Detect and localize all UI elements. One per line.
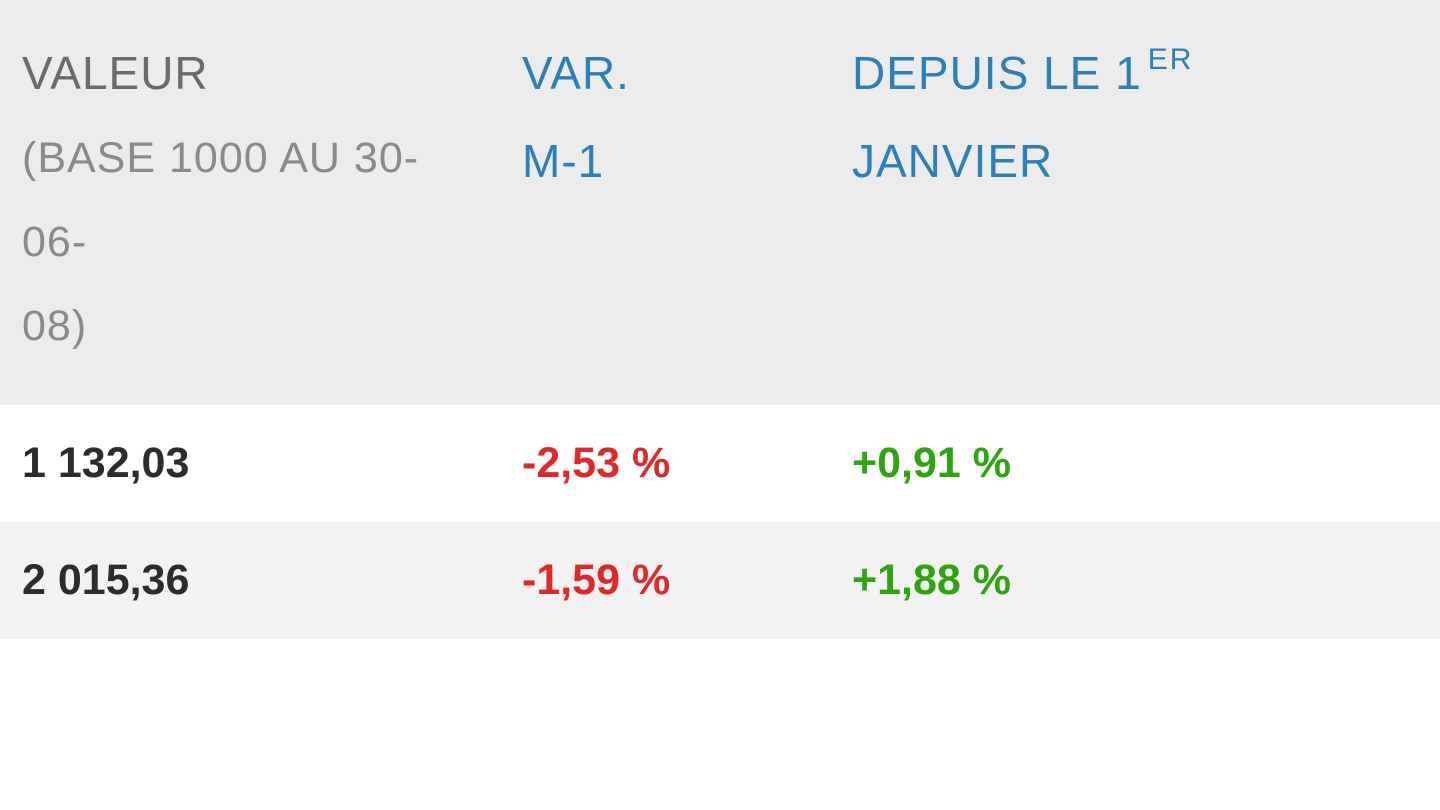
cell-var: -1,59 % bbox=[500, 522, 830, 639]
data-table: VALEUR (BASE 1000 AU 30-06- 08) VAR. M-1… bbox=[0, 0, 1440, 639]
cell-valeur: 2 015,36 bbox=[0, 522, 500, 639]
header-valeur-line2: (BASE 1000 AU 30-06- bbox=[22, 117, 478, 285]
header-depuis-line1: DEPUIS LE 1ER bbox=[852, 30, 1418, 117]
financial-table: VALEUR (BASE 1000 AU 30-06- 08) VAR. M-1… bbox=[0, 0, 1440, 639]
header-var-line1: VAR. bbox=[522, 30, 808, 117]
header-valeur: VALEUR (BASE 1000 AU 30-06- 08) bbox=[0, 0, 500, 405]
header-depuis: DEPUIS LE 1ER JANVIER bbox=[830, 0, 1440, 405]
header-depuis-line2: JANVIER bbox=[852, 117, 1418, 207]
header-var-line2: M-1 bbox=[522, 117, 808, 207]
header-depuis-prefix: DEPUIS LE 1 bbox=[852, 47, 1142, 99]
header-depuis-spacer bbox=[852, 207, 1418, 297]
cell-depuis: +1,88 % bbox=[830, 522, 1440, 639]
cell-depuis: +0,91 % bbox=[830, 405, 1440, 522]
cell-var: -2,53 % bbox=[500, 405, 830, 522]
header-valeur-line1: VALEUR bbox=[22, 30, 478, 117]
table-row: 2 015,36 -1,59 % +1,88 % bbox=[0, 522, 1440, 639]
header-valeur-line3: 08) bbox=[22, 285, 478, 369]
table-row: 1 132,03 -2,53 % +0,91 % bbox=[0, 405, 1440, 522]
table-header-row: VALEUR (BASE 1000 AU 30-06- 08) VAR. M-1… bbox=[0, 0, 1440, 405]
header-var-spacer bbox=[522, 207, 808, 297]
cell-valeur: 1 132,03 bbox=[0, 405, 500, 522]
table-body: 1 132,03 -2,53 % +0,91 % 2 015,36 -1,59 … bbox=[0, 405, 1440, 639]
header-depuis-sup: ER bbox=[1148, 43, 1194, 76]
header-var: VAR. M-1 bbox=[500, 0, 830, 405]
